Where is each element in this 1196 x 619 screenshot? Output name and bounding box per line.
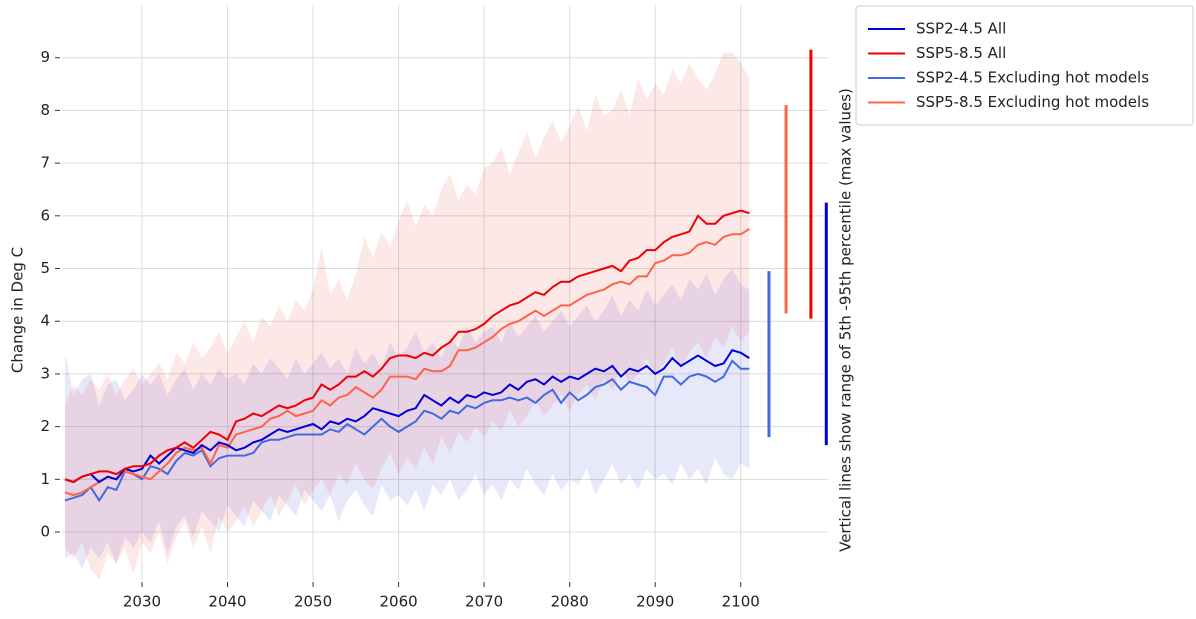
y-tick-label: 3 [40,364,50,382]
x-tick-label: 2090 [636,593,674,611]
x-tick-label: 2040 [208,593,246,611]
series-line [64,209,750,484]
y-tick-label: 1 [40,470,50,488]
y-tick-label: 0 [40,523,50,541]
legend-label: SSP2-4.5 All [916,20,1006,38]
legend-box [855,5,1194,126]
x-tick-label: 2100 [722,593,760,611]
x-tick-label: 2030 [123,593,161,611]
legend-label: SSP5-8.5 Excluding hot models [916,93,1149,111]
x-tick-label: 2060 [380,593,418,611]
y-tick-label: 2 [40,417,50,435]
x-tick-label: 2070 [465,593,503,611]
y-tick-label: 7 [40,154,50,172]
legend-label: SSP5-8.5 All [916,44,1006,62]
y-tick-label: 9 [40,48,50,66]
series-line [64,359,750,503]
percentile-band [64,268,750,569]
y-tick-label: 8 [40,101,50,119]
y-tick-label: 6 [40,206,50,224]
series-line [64,228,750,497]
annotation: Vertical lines show range of 5th -95th p… [837,88,855,552]
x-tick-label: 2080 [551,593,589,611]
y-tick-label: 5 [40,259,50,277]
x-tick-label: 2050 [294,593,332,611]
percentile-band [64,52,750,580]
y-tick-label: 4 [40,312,50,330]
y-axis-label: Change in Deg C [9,247,27,373]
legend-label: SSP2-4.5 Excluding hot models [916,69,1149,87]
series-line [64,349,750,484]
